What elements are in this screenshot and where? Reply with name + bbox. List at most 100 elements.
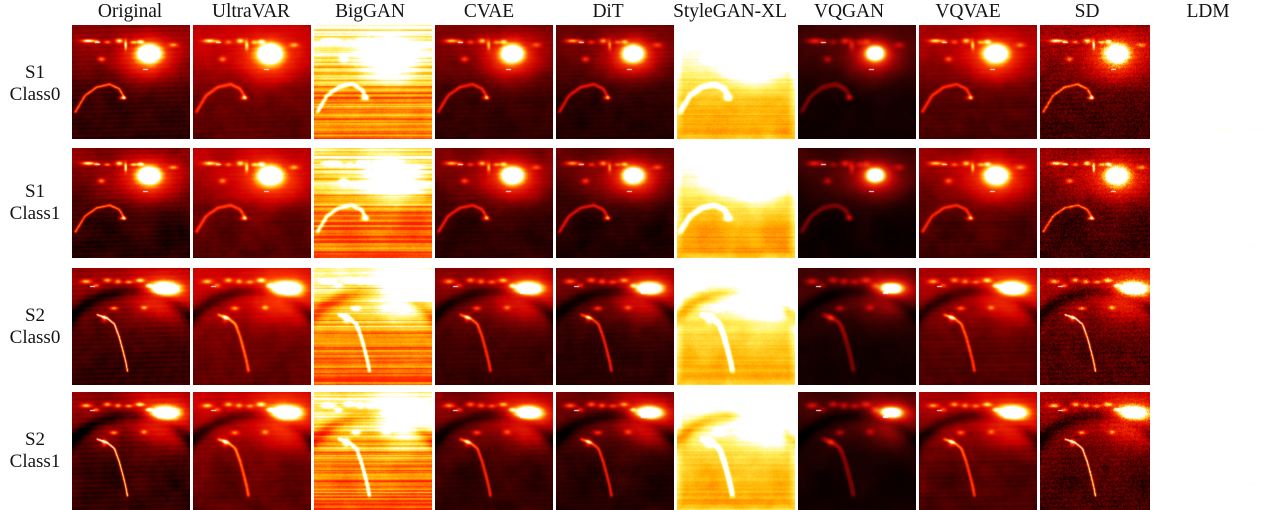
thermal-image-s1-class0-ultravar	[193, 25, 311, 139]
grid-cell-s1-class1-styleganxl	[677, 148, 795, 258]
row-label-s1-class0: S1 Class0	[0, 62, 70, 107]
column-header-biggan: BigGAN	[335, 1, 405, 22]
thermal-image-s2-class1-cvae	[435, 392, 553, 510]
row-label-s1-class1: S1 Class1	[0, 181, 70, 226]
grid-cell-s2-class0-sd	[1040, 268, 1158, 385]
column-header-sd: SD	[1074, 1, 1100, 22]
column-header-row: Original UltraVAR BigGAN CVAE DiT StyleGAN-XL…	[0, 0, 1268, 24]
grid-cell-s2-class0-vqgan	[798, 268, 916, 385]
grid-cell-s1-class0-original	[72, 25, 190, 139]
column-header-styleganxl: StyleGAN-XL	[673, 1, 787, 22]
grid-cell-s2-class0-cvae	[435, 268, 553, 385]
grid-cell-s2-class1-ldm	[1150, 392, 1268, 510]
thermal-image-s1-class0-ldm	[1150, 25, 1268, 139]
grid-cell-s1-class1-dit	[556, 148, 674, 258]
row-label-line: S2	[24, 428, 46, 450]
thermal-image-s1-class0-dit	[556, 25, 674, 139]
grid-cell-s2-class0-styleganxl	[677, 268, 795, 385]
grid-cell-s1-class1-vqgan	[798, 148, 916, 258]
grid-cell-s2-class1-sd	[1040, 392, 1158, 510]
grid-cell-s2-class0-vqvae	[919, 268, 1037, 385]
grid-cell-s1-class0-biggan	[314, 25, 432, 139]
grid-cell-s2-class0-dit	[556, 268, 674, 385]
thermal-image-s2-class1-dit	[556, 392, 674, 510]
column-header-vqvae: VQVAE	[935, 1, 1001, 22]
grid-cell-s2-class0-original	[72, 268, 190, 385]
grid-cell-s1-class0-cvae	[435, 25, 553, 139]
grid-cell-s2-class1-cvae	[435, 392, 553, 510]
row-label-line: S1	[24, 180, 46, 202]
grid-cell-s2-class1-biggan	[314, 392, 432, 510]
thermal-image-s1-class1-original	[72, 148, 190, 258]
column-header-original: Original	[97, 1, 163, 22]
grid-cell-s1-class1-biggan	[314, 148, 432, 258]
thermal-image-s2-class1-vqvae	[919, 392, 1037, 510]
thermal-image-s1-class0-cvae	[435, 25, 553, 139]
thermal-image-s1-class0-biggan	[314, 25, 432, 139]
thermal-image-s2-class0-vqgan	[798, 268, 916, 385]
thermal-image-s2-class0-styleganxl	[677, 268, 795, 385]
thermal-image-s2-class0-ultravar	[193, 268, 311, 385]
thermal-image-s1-class0-styleganxl	[677, 25, 795, 139]
grid-cell-s1-class0-ultravar	[193, 25, 311, 139]
thermal-image-s1-class1-biggan	[314, 148, 432, 258]
row-label-column: S1 Class0 S1 Class1 S2 Class0 S2 Class1	[0, 24, 70, 510]
grid-cell-s1-class1-ultravar	[193, 148, 311, 258]
row-label-line: Class1	[9, 450, 61, 472]
grid-cell-s2-class0-ldm	[1150, 268, 1268, 385]
grid-cell-s2-class0-biggan	[314, 268, 432, 385]
grid-cell-s1-class0-styleganxl	[677, 25, 795, 139]
thermal-image-s2-class1-styleganxl	[677, 392, 795, 510]
grid-cell-s2-class1-vqvae	[919, 392, 1037, 510]
column-header-cvae: CVAE	[463, 1, 515, 22]
row-label-line: Class1	[9, 202, 61, 224]
column-header-ultravar: UltraVAR	[212, 1, 290, 22]
thermal-image-s2-class0-cvae	[435, 268, 553, 385]
thermal-image-s2-class0-original	[72, 268, 190, 385]
thermal-image-s2-class0-dit	[556, 268, 674, 385]
thermal-image-s2-class0-sd	[1040, 268, 1158, 385]
thermal-image-s1-class1-ldm	[1150, 148, 1268, 258]
thermal-image-s1-class0-original	[72, 25, 190, 139]
thermal-image-s2-class1-ldm	[1150, 392, 1268, 510]
thermal-image-s1-class1-vqvae	[919, 148, 1037, 258]
thermal-image-s1-class1-styleganxl	[677, 148, 795, 258]
grid-cell-s2-class1-styleganxl	[677, 392, 795, 510]
row-label-line: S2	[24, 304, 46, 326]
row-label-line: Class0	[9, 83, 61, 105]
row-label-s2-class1: S2 Class1	[0, 429, 70, 474]
thermal-image-s1-class1-dit	[556, 148, 674, 258]
row-label-line: Class0	[9, 326, 61, 348]
grid-cell-s2-class1-vqgan	[798, 392, 916, 510]
grid-cell-s1-class1-ldm	[1150, 148, 1268, 258]
thermal-image-s2-class1-original	[72, 392, 190, 510]
thermal-image-s2-class0-biggan	[314, 268, 432, 385]
grid-cell-s1-class0-vqvae	[919, 25, 1037, 139]
grid-cell-s2-class1-original	[72, 392, 190, 510]
grid-cell-s2-class0-ultravar	[193, 268, 311, 385]
grid-cell-s1-class0-sd	[1040, 25, 1158, 139]
thermal-image-s1-class1-ultravar	[193, 148, 311, 258]
thermal-image-s2-class1-vqgan	[798, 392, 916, 510]
column-header-dit: DiT	[592, 1, 624, 22]
grid-cell-s2-class1-ultravar	[193, 392, 311, 510]
thermal-image-s1-class0-sd	[1040, 25, 1158, 139]
grid-cell-s1-class1-original	[72, 148, 190, 258]
thermal-image-s2-class1-ultravar	[193, 392, 311, 510]
grid-cell-s2-class1-dit	[556, 392, 674, 510]
grid-cell-s1-class1-cvae	[435, 148, 553, 258]
thermal-image-s1-class1-vqgan	[798, 148, 916, 258]
thermal-image-s2-class1-sd	[1040, 392, 1158, 510]
thermal-image-s1-class0-vqgan	[798, 25, 916, 139]
column-header-vqgan: VQGAN	[814, 1, 884, 22]
grid-cell-s1-class1-sd	[1040, 148, 1158, 258]
thermal-image-s1-class1-sd	[1040, 148, 1158, 258]
thermal-image-s2-class0-ldm	[1150, 268, 1268, 385]
thermal-image-s2-class1-biggan	[314, 392, 432, 510]
grid-cell-s1-class0-ldm	[1150, 25, 1268, 139]
row-label-line: S1	[24, 61, 46, 83]
thermal-image-s2-class0-vqvae	[919, 268, 1037, 385]
column-header-ldm: LDM	[1186, 1, 1230, 22]
